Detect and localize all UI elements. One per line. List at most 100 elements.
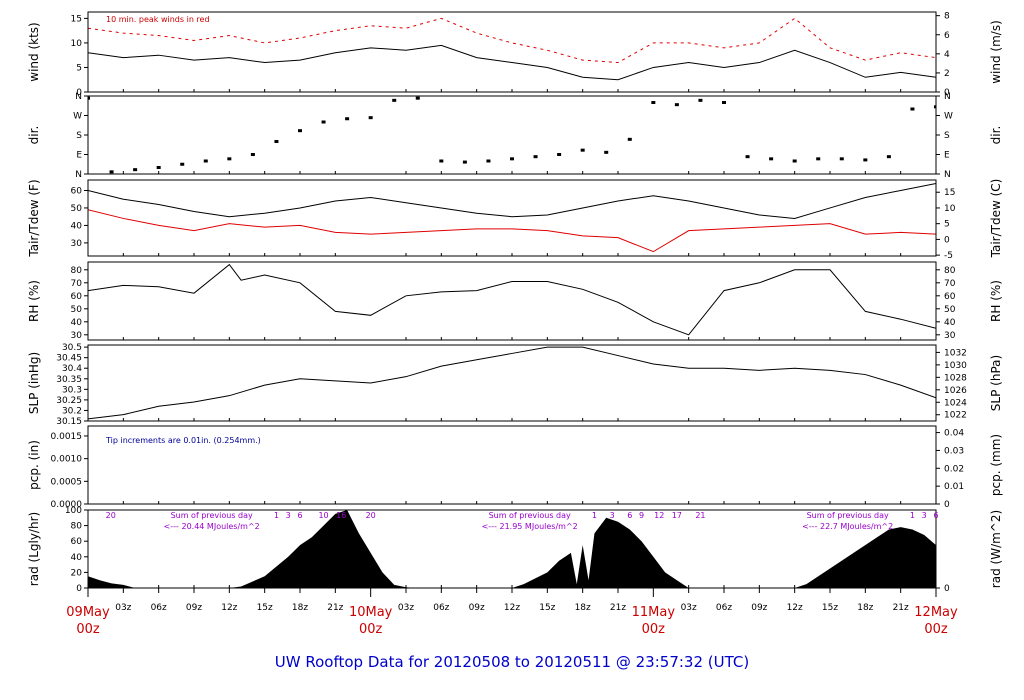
dir-point (934, 105, 936, 109)
dir-ylabel-right: dir. (989, 126, 1003, 145)
x-hour-label: 12z (221, 603, 237, 613)
pcp-rtick-label: 0 (944, 500, 950, 510)
x-hour-label: 06z (716, 603, 732, 613)
dir-ytick-label: E (76, 151, 82, 161)
rh-ytick-label: 50 (71, 305, 83, 315)
rad-ytick-label: 60 (71, 537, 83, 547)
panel-temp (84, 179, 940, 257)
slp-line-0 (88, 346, 936, 420)
x-hour-label: 09z (186, 603, 202, 613)
dir-point (250, 153, 255, 156)
dir-point (886, 155, 891, 159)
dir-point (486, 159, 491, 163)
rad-rtick-label: 0 (944, 584, 950, 594)
rad-hour-mark: 20 (366, 511, 376, 520)
x-hour-label: 03z (115, 603, 131, 613)
dir-point (180, 162, 185, 166)
dir-point (321, 120, 326, 124)
rad-ytick-label: 20 (71, 568, 83, 578)
dir-point (604, 150, 609, 154)
pcp-rtick-label: 0.03 (944, 446, 964, 456)
dir-point (769, 157, 774, 161)
x-hour-label: 03z (681, 603, 697, 613)
dir-point (910, 107, 915, 111)
wind-ytick-label: 0 (76, 88, 82, 98)
rh-ylabel: RH (%) (27, 280, 41, 322)
wind-frame (87, 11, 937, 93)
wind-ylabel-right: wind (m/s) (989, 20, 1003, 84)
slp-ylabel: SLP (inHg) (27, 352, 41, 414)
x-hour-label: 18z (575, 603, 591, 613)
slp-ytick-label: 30.25 (56, 396, 82, 406)
pcp-ytick-label: 0.0015 (51, 432, 83, 442)
dir-ytick-label: N (75, 170, 82, 180)
pcp-ylabel-right: pcp. (mm) (989, 434, 1003, 496)
x-day-label: 10May (349, 605, 393, 620)
rh-rtick-label: 50 (944, 305, 956, 315)
slp-ytick-label: 30.15 (56, 417, 82, 427)
rh-ytick-label: 80 (71, 266, 83, 276)
rad-ytick-label: 80 (71, 522, 83, 532)
rad-hour-mark: 1 (592, 511, 597, 520)
dir-rtick-label: S (944, 131, 950, 141)
pcp-ytick-label: 0.0000 (51, 500, 83, 510)
x-hour-label: 09z (751, 603, 767, 613)
slp-ytick-label: 30.45 (56, 354, 82, 364)
dir-point (368, 116, 373, 120)
rh-ylabel-right: RH (%) (989, 280, 1003, 322)
pcp-rtick-label: 0.04 (944, 429, 964, 439)
dir-point (88, 96, 90, 100)
x-day-label: 12May (914, 605, 958, 620)
temp-line-0 (88, 183, 936, 219)
rad-annotation: 20 (106, 511, 116, 520)
dir-rtick-label: E (944, 151, 950, 161)
dir-rtick-label: W (944, 112, 953, 122)
dir-point (274, 140, 279, 143)
rad-hour-mark: 6 (297, 511, 302, 520)
x-hour-label: 15z (539, 603, 555, 613)
x-hour-label: 15z (257, 603, 273, 613)
slp-rtick-label: 1032 (944, 348, 967, 358)
dir-point (792, 159, 797, 163)
dir-ylabel: dir. (27, 126, 41, 145)
rad-hour-mark: 6 (933, 511, 938, 520)
rad-hour-mark: 9 (639, 511, 644, 520)
rh-ytick-label: 40 (71, 318, 83, 328)
dir-point (462, 160, 467, 164)
dir-point (298, 129, 302, 133)
dir-point (227, 157, 232, 161)
temp-rtick-label: -5 (944, 251, 953, 261)
rad-annotation: Sum of previous day (807, 511, 889, 520)
wind-rtick-label: 4 (944, 50, 950, 60)
rad-hour-mark: 3 (922, 511, 927, 520)
slp-frame (87, 344, 937, 422)
rad-hour-mark: 1 (274, 511, 279, 520)
dir-ytick-label: N (75, 92, 82, 102)
x-hour-label: 09z (469, 603, 485, 613)
temp-rtick-label: 10 (944, 204, 956, 214)
rad-ylabel-right: rad (W/m^2) (989, 510, 1003, 588)
dir-point (863, 158, 868, 162)
rad-ytick-label: 40 (71, 553, 83, 563)
panel-rh (84, 261, 940, 341)
temp-line-1 (88, 209, 936, 253)
dir-point (133, 168, 138, 172)
pcp-ytick-label: 0.0010 (51, 455, 83, 465)
dir-ytick-label: W (73, 112, 82, 122)
rad-ylabel: rad (Lgly/hr) (27, 512, 41, 586)
dir-point (745, 155, 750, 159)
rad-hour-mark: 21 (695, 511, 705, 520)
dir-point (415, 96, 420, 100)
panel-pcp (84, 425, 940, 505)
rad-hour-mark: 10 (318, 511, 328, 520)
wind-ytick-label: 15 (71, 14, 82, 24)
rad-hour-mark: 16 (336, 511, 346, 520)
x-hour-label: 12z (787, 603, 803, 613)
slp-ytick-label: 30.5 (62, 343, 82, 353)
x-hour-label: 03z (398, 603, 414, 613)
temp-rtick-label: 5 (944, 220, 950, 230)
rad-annotation: <--- 22.7 MJoules/m^2 (802, 522, 893, 531)
rh-rtick-label: 70 (944, 279, 956, 289)
dir-point (156, 166, 161, 169)
